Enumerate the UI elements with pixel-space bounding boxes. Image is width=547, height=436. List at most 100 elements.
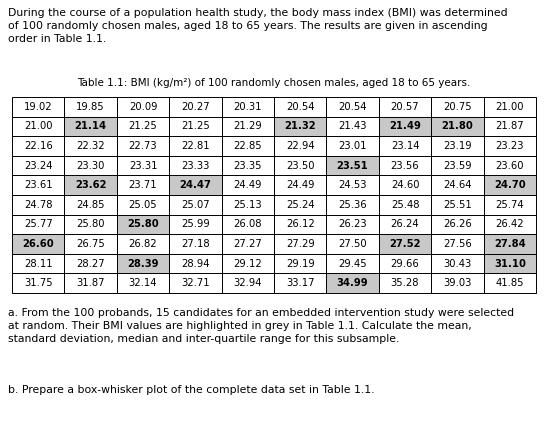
Bar	[379, 116, 431, 136]
Text: 26.42: 26.42	[496, 219, 524, 229]
Bar	[431, 175, 484, 195]
Text: 23.59: 23.59	[443, 160, 472, 170]
Text: 32.94: 32.94	[234, 278, 262, 288]
Text: 28.27: 28.27	[76, 259, 105, 269]
Text: 27.18: 27.18	[181, 239, 210, 249]
Bar	[117, 234, 169, 254]
Text: 26.75: 26.75	[76, 239, 105, 249]
Bar	[169, 234, 222, 254]
Text: 21.29: 21.29	[234, 121, 262, 131]
Bar	[484, 175, 536, 195]
Bar	[222, 215, 274, 234]
Text: 26.26: 26.26	[443, 219, 472, 229]
Bar	[484, 215, 536, 234]
Text: 25.13: 25.13	[234, 200, 262, 210]
Text: 19.85: 19.85	[76, 102, 105, 112]
Text: 25.51: 25.51	[443, 200, 472, 210]
Text: 21.14: 21.14	[74, 121, 107, 131]
Bar	[65, 254, 117, 273]
Text: 31.87: 31.87	[77, 278, 105, 288]
Bar	[274, 116, 327, 136]
Bar	[222, 136, 274, 156]
Bar	[169, 254, 222, 273]
Bar	[117, 175, 169, 195]
Bar	[222, 97, 274, 116]
Bar	[431, 116, 484, 136]
Bar	[431, 97, 484, 116]
Text: 31.10: 31.10	[494, 259, 526, 269]
Text: of 100 randomly chosen males, aged 18 to 65 years. The results are given in asce: of 100 randomly chosen males, aged 18 to…	[8, 21, 487, 31]
Text: 27.56: 27.56	[443, 239, 472, 249]
Text: 27.52: 27.52	[389, 239, 421, 249]
Bar	[222, 195, 274, 215]
Bar	[274, 156, 327, 175]
Bar	[484, 156, 536, 175]
Text: 21.49: 21.49	[389, 121, 421, 131]
Bar	[379, 273, 431, 293]
Text: 20.09: 20.09	[129, 102, 157, 112]
Bar	[222, 156, 274, 175]
Text: 29.19: 29.19	[286, 259, 315, 269]
Bar	[379, 175, 431, 195]
Text: 25.99: 25.99	[181, 219, 210, 229]
Bar	[222, 175, 274, 195]
Text: 27.84: 27.84	[494, 239, 526, 249]
Text: 26.60: 26.60	[22, 239, 54, 249]
Bar	[65, 156, 117, 175]
Text: 26.12: 26.12	[286, 219, 315, 229]
Bar	[327, 254, 379, 273]
Text: 28.94: 28.94	[181, 259, 210, 269]
Text: 22.16: 22.16	[24, 141, 53, 151]
Text: 27.29: 27.29	[286, 239, 315, 249]
Bar	[274, 234, 327, 254]
Text: 22.85: 22.85	[234, 141, 262, 151]
Bar	[65, 116, 117, 136]
Text: 25.80: 25.80	[77, 219, 105, 229]
Text: 25.07: 25.07	[181, 200, 210, 210]
Text: During the course of a population health study, the body mass index (BMI) was de: During the course of a population health…	[8, 8, 508, 18]
Bar	[327, 136, 379, 156]
Text: 23.30: 23.30	[77, 160, 105, 170]
Bar	[327, 215, 379, 234]
Bar	[169, 116, 222, 136]
Text: 23.31: 23.31	[129, 160, 157, 170]
Text: 26.82: 26.82	[129, 239, 158, 249]
Bar	[327, 156, 379, 175]
Bar	[169, 156, 222, 175]
Bar	[65, 234, 117, 254]
Text: 23.19: 23.19	[443, 141, 472, 151]
Bar	[274, 136, 327, 156]
Text: 21.43: 21.43	[339, 121, 367, 131]
Bar	[65, 273, 117, 293]
Text: 21.32: 21.32	[284, 121, 316, 131]
Text: 22.81: 22.81	[181, 141, 210, 151]
Text: 29.45: 29.45	[338, 259, 367, 269]
Text: 23.61: 23.61	[24, 180, 53, 190]
Bar	[431, 234, 484, 254]
Text: 23.71: 23.71	[129, 180, 158, 190]
Bar	[65, 215, 117, 234]
Text: 21.80: 21.80	[441, 121, 473, 131]
Bar	[379, 234, 431, 254]
Text: 20.27: 20.27	[181, 102, 210, 112]
Text: 25.48: 25.48	[391, 200, 419, 210]
Text: 24.64: 24.64	[443, 180, 472, 190]
Bar	[117, 215, 169, 234]
Bar	[12, 215, 65, 234]
Text: 24.85: 24.85	[77, 200, 105, 210]
Bar	[12, 136, 65, 156]
Text: 23.33: 23.33	[181, 160, 210, 170]
Text: 24.47: 24.47	[179, 180, 211, 190]
Bar	[65, 195, 117, 215]
Bar	[379, 254, 431, 273]
Text: 39.03: 39.03	[443, 278, 472, 288]
Text: 24.70: 24.70	[494, 180, 526, 190]
Text: 20.57: 20.57	[391, 102, 420, 112]
Text: standard deviation, median and inter-quartile range for this subsample.: standard deviation, median and inter-qua…	[8, 334, 399, 344]
Bar	[222, 234, 274, 254]
Bar	[327, 234, 379, 254]
Text: at random. Their BMI values are highlighted in grey in Table 1.1. Calculate the : at random. Their BMI values are highligh…	[8, 321, 472, 331]
Bar	[12, 234, 65, 254]
Text: 20.75: 20.75	[443, 102, 472, 112]
Text: 23.24: 23.24	[24, 160, 53, 170]
